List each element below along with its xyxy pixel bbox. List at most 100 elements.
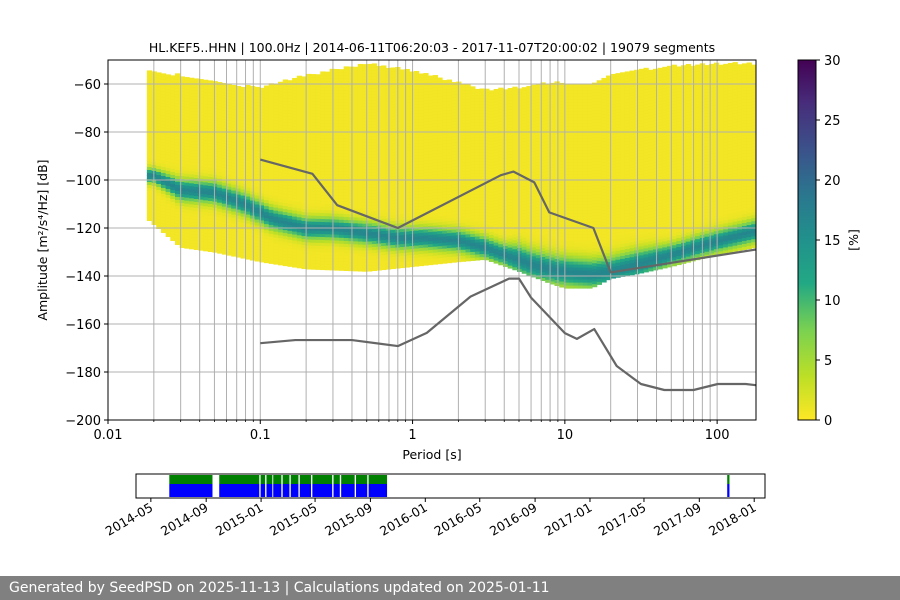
heatmap-cell — [357, 219, 364, 224]
heatmap-cell — [310, 89, 317, 93]
heatmap-cell — [409, 248, 415, 253]
heatmap-cell — [451, 229, 457, 233]
heatmap-cell — [207, 203, 214, 207]
heatmap-cell — [479, 97, 485, 102]
heatmap-cell — [259, 255, 265, 260]
heatmap-cell — [428, 141, 434, 146]
heatmap-cell — [184, 95, 190, 99]
heatmap-cell — [343, 144, 349, 148]
heatmap-cell — [217, 196, 223, 200]
heatmap-cell — [146, 115, 153, 119]
heatmap-cell — [442, 104, 448, 108]
heatmap-cell — [268, 119, 274, 123]
heatmap-cell — [460, 237, 467, 241]
heatmap-cell — [165, 218, 171, 222]
heatmap-cell — [442, 215, 448, 219]
heatmap-cell — [320, 134, 326, 139]
heatmap-cell — [329, 203, 335, 208]
heatmap-cell — [193, 132, 200, 136]
heatmap-cell — [367, 126, 373, 131]
heatmap-cell — [264, 205, 270, 210]
heatmap-cell — [207, 194, 214, 198]
heatmap-cell — [413, 137, 420, 141]
heatmap-cell — [460, 156, 467, 160]
heatmap-cell — [193, 210, 200, 214]
heatmap-cell — [226, 237, 232, 241]
heatmap-cell — [446, 88, 453, 93]
heatmap-cell — [156, 183, 162, 187]
heatmap-cell — [273, 237, 279, 241]
heatmap-cell — [189, 125, 195, 130]
heatmap-cell — [502, 98, 509, 102]
heatmap-cell — [367, 159, 373, 164]
heatmap-cell — [381, 74, 387, 79]
heatmap-cell — [470, 95, 476, 99]
heatmap-cell — [432, 132, 438, 136]
heatmap-cell — [315, 116, 321, 120]
heatmap-cell — [357, 216, 364, 221]
heatmap-cell — [460, 138, 467, 142]
heatmap-cell — [465, 173, 471, 178]
heatmap-cell — [306, 211, 312, 216]
heatmap-cell — [226, 84, 232, 88]
heatmap-cell — [493, 131, 499, 135]
heatmap-cell — [329, 233, 335, 238]
heatmap-cell — [264, 235, 270, 240]
heatmap-cell — [521, 180, 528, 184]
heatmap-cell — [226, 123, 232, 127]
heatmap-cell — [474, 175, 481, 180]
heatmap-cell — [217, 115, 223, 119]
heatmap-cell — [367, 231, 373, 236]
heatmap-cell — [156, 84, 162, 88]
heatmap-cell — [446, 109, 453, 114]
heatmap-cell — [278, 210, 284, 215]
heatmap-cell — [292, 218, 298, 223]
heatmap-cell — [348, 126, 354, 131]
heatmap-cell — [502, 185, 509, 189]
heatmap-cell — [254, 98, 260, 103]
heatmap-cell — [521, 153, 528, 157]
heatmap-cell — [512, 119, 518, 124]
heatmap-cell — [231, 205, 237, 209]
heatmap-cell — [488, 141, 495, 145]
heatmap-cell — [264, 139, 270, 144]
heatmap-cell — [437, 221, 443, 226]
heatmap-cell — [315, 80, 321, 84]
heatmap-cell — [442, 251, 448, 255]
heatmap-cell — [399, 108, 406, 113]
heatmap-cell — [502, 158, 509, 162]
heatmap-cell — [320, 122, 326, 127]
heatmap-cell — [498, 108, 504, 113]
heatmap-cell — [498, 216, 504, 221]
heatmap-cell — [160, 190, 167, 194]
heatmap-cell — [189, 203, 195, 208]
heatmap-cell — [517, 262, 523, 266]
heatmap-cell — [362, 265, 368, 269]
heatmap-cell — [446, 157, 453, 162]
heatmap-cell — [184, 146, 190, 150]
heatmap-cell — [399, 165, 406, 170]
heatmap-cell — [231, 184, 237, 188]
heatmap-cell — [498, 153, 504, 158]
heatmap-cell — [418, 118, 424, 123]
heatmap-cell — [184, 221, 190, 225]
heatmap-cell — [193, 99, 200, 103]
heatmap-cell — [198, 151, 204, 155]
heatmap-cell — [451, 97, 457, 101]
heatmap-cell — [353, 261, 359, 266]
heatmap-cell — [465, 233, 471, 238]
heatmap-cell — [217, 106, 223, 110]
heatmap-cell — [329, 128, 335, 133]
heatmap-cell — [404, 95, 410, 100]
heatmap-cell — [146, 208, 153, 212]
heatmap-cell — [362, 76, 368, 80]
heatmap-cell — [282, 172, 289, 177]
heatmap-cell — [193, 231, 200, 235]
heatmap-cell — [156, 210, 162, 214]
heatmap-cell — [334, 72, 340, 76]
heatmap-cell — [165, 86, 171, 90]
heatmap-cell — [437, 86, 443, 91]
heatmap-cell — [165, 95, 171, 99]
heatmap-cell — [292, 209, 298, 214]
heatmap-cell — [320, 128, 326, 133]
